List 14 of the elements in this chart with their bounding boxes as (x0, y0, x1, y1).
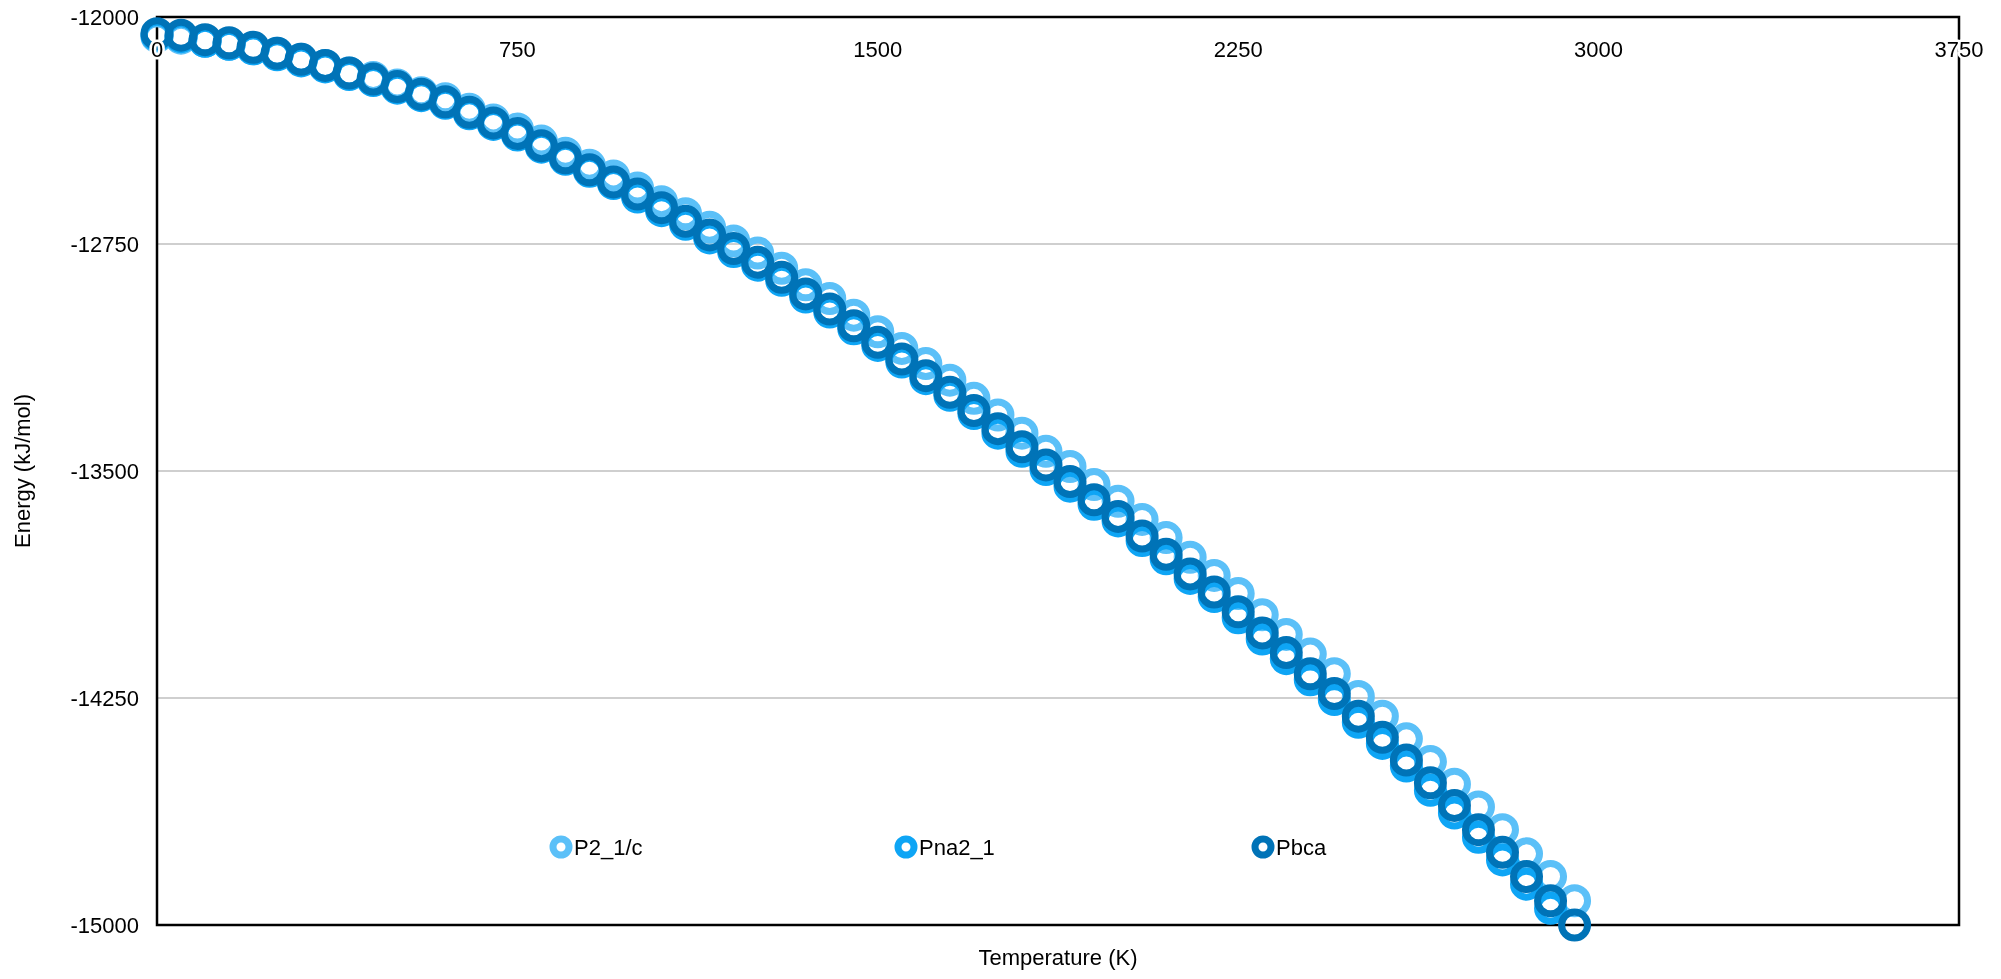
legend-label: P2_1/c (574, 835, 643, 860)
y-axis-title: Energy (kJ/mol) (10, 393, 35, 549)
legend-label: Pbca (1276, 835, 1327, 860)
y-tick-label: -13500 (70, 459, 139, 484)
x-tick-label: 2250 (1213, 37, 1263, 62)
y-tick-label: -15000 (70, 913, 139, 938)
y-tick-label: -12000 (70, 5, 139, 30)
legend-label: Pna2_1 (919, 835, 995, 860)
x-tick-label: 750 (499, 37, 536, 62)
x-tick-label: 1500 (853, 37, 903, 62)
y-tick-label: -14250 (70, 686, 139, 711)
x-tick-label: 3000 (1574, 37, 1624, 62)
x-axis-title: Temperature (K) (978, 945, 1138, 970)
y-tick-label: -12750 (70, 232, 139, 257)
